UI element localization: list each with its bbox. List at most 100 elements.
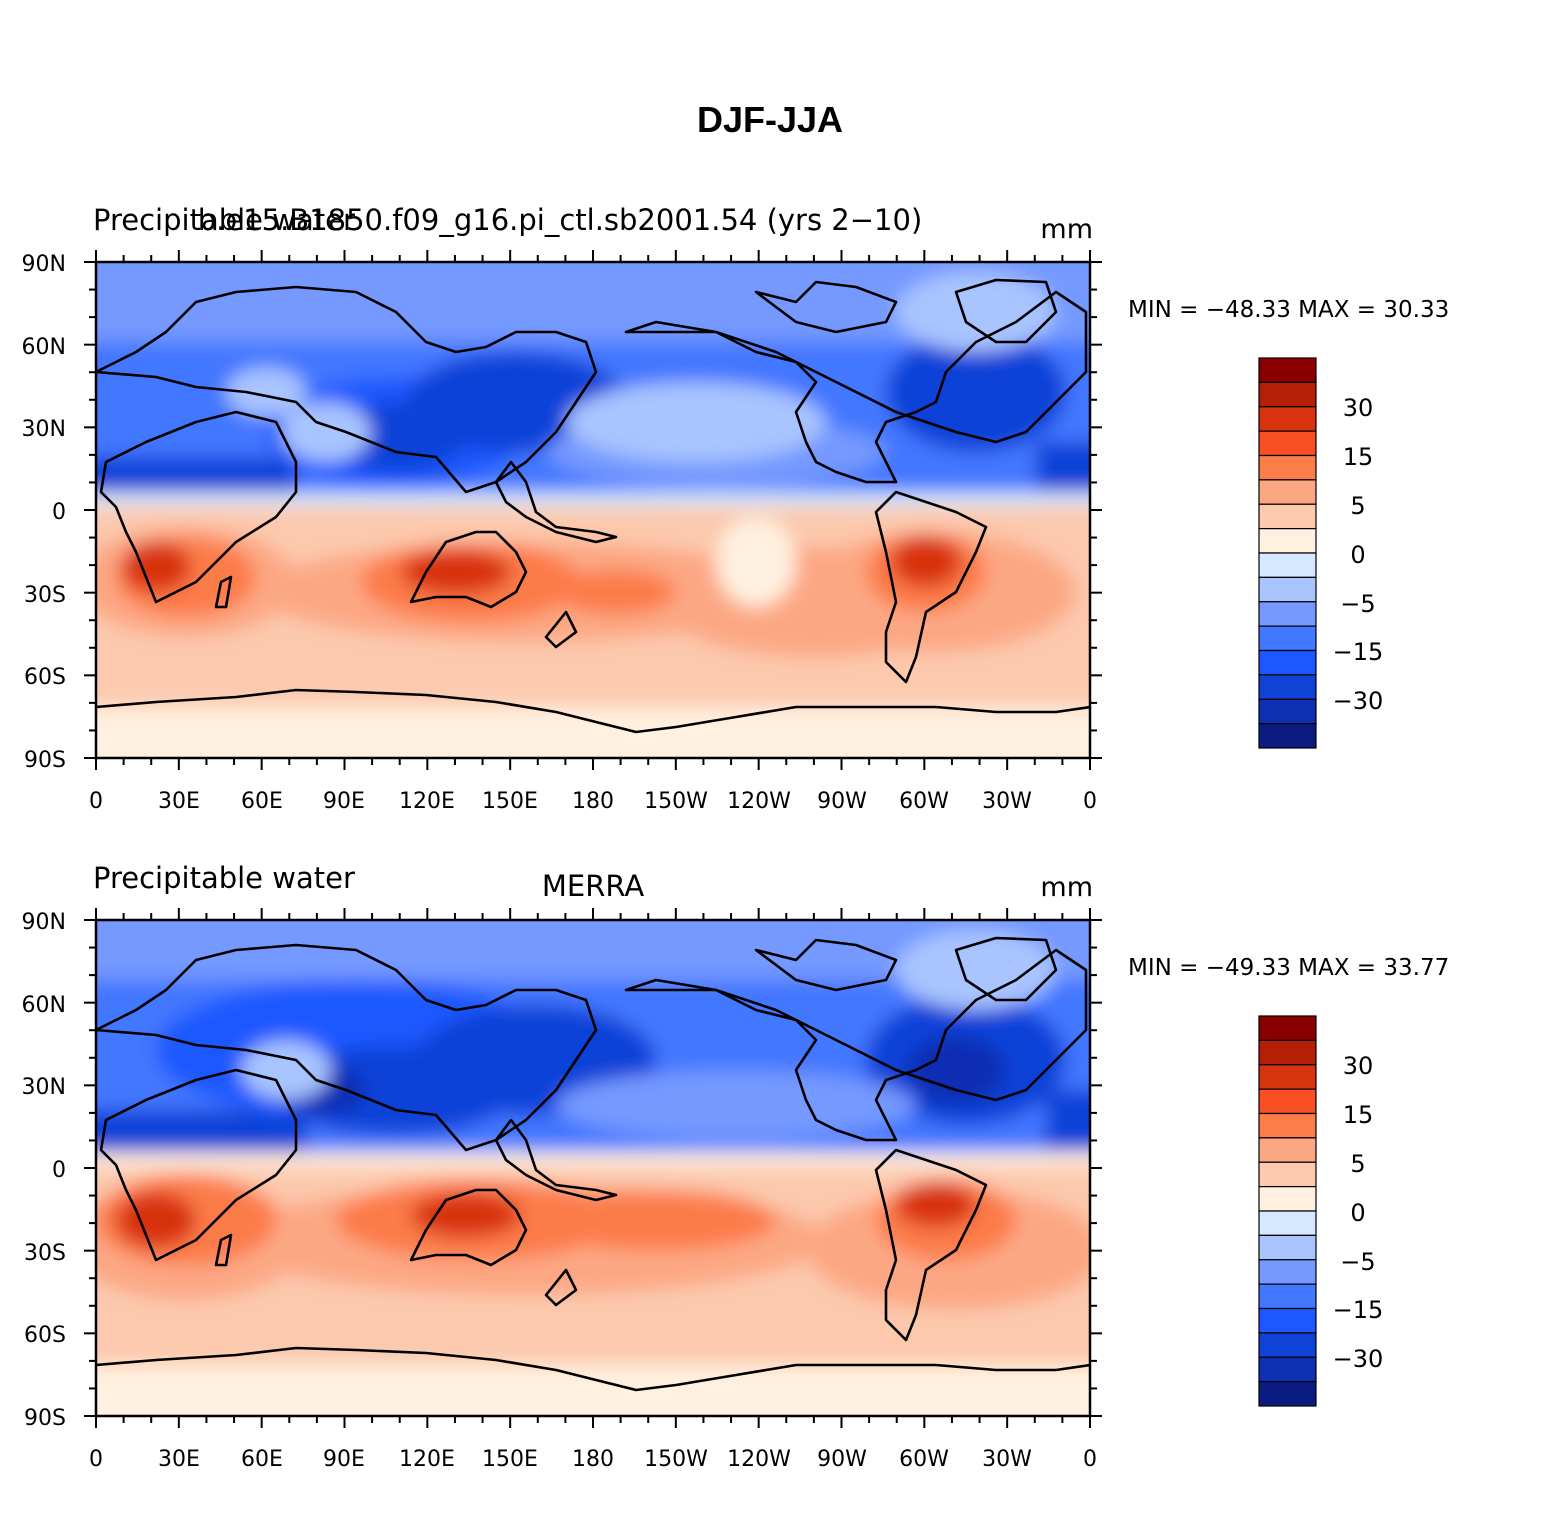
colorbar-label: 30 <box>1343 1052 1374 1080</box>
panel-units: mm <box>1040 872 1093 903</box>
colorbar-label: 5 <box>1350 1150 1365 1178</box>
colorbar-swatch <box>1258 552 1317 578</box>
contour-field <box>96 920 1090 1416</box>
colorbar-swatch <box>1258 479 1317 505</box>
colorbar-swatch <box>1258 1186 1317 1212</box>
lon-label: 0 <box>1083 1447 1097 1472</box>
colorbar-swatch <box>1258 576 1317 603</box>
colorbar-swatch <box>1258 503 1317 530</box>
colorbar-swatch <box>1258 1137 1317 1163</box>
lat-label: 0 <box>52 500 66 525</box>
figure-title: DJF-JJA <box>697 99 843 140</box>
colorbar-swatch <box>1258 723 1317 749</box>
lat-label: 30N <box>22 417 66 442</box>
lat-label: 60N <box>22 335 66 360</box>
lat-label: 90N <box>22 910 66 935</box>
panel-center-string: MERRA <box>542 869 644 903</box>
map-axis-ticks <box>84 250 1102 770</box>
colorbar-swatch <box>1258 430 1317 457</box>
map-plot-area <box>96 920 1090 1416</box>
lon-axis-labels: 0 30E 60E 90E 120E 150E 180 150W 120W 90… <box>89 1447 1097 1472</box>
colorbar-swatch <box>1258 698 1317 725</box>
lon-label: 60E <box>241 789 283 814</box>
lon-label: 60W <box>899 789 949 814</box>
colorbar-swatch <box>1258 1259 1317 1285</box>
colorbar: 30 15 5 0 −5 −15 −30 <box>1258 357 1384 749</box>
colorbar-swatch <box>1258 1161 1317 1188</box>
colorbar-swatch <box>1258 1015 1317 1041</box>
lat-label: 90N <box>22 252 66 277</box>
colorbar-swatch <box>1258 1088 1317 1115</box>
lon-label: 120W <box>727 1447 791 1472</box>
lon-label: 150W <box>644 789 708 814</box>
colorbar-swatch <box>1258 1332 1317 1358</box>
lon-label: 90E <box>323 1447 365 1472</box>
lon-label: 180 <box>572 789 614 814</box>
colorbar-label: 15 <box>1343 1101 1374 1129</box>
lat-label: 30S <box>24 1241 66 1266</box>
colorbar-swatch <box>1258 625 1317 652</box>
colorbar-swatch <box>1258 674 1317 700</box>
lat-label: 30S <box>24 583 66 608</box>
colorbar-swatch <box>1258 1356 1317 1383</box>
lat-label: 90S <box>24 1406 66 1431</box>
lon-label: 90E <box>323 789 365 814</box>
contour-field <box>96 262 1090 758</box>
lat-label: 60S <box>24 665 66 690</box>
panel-left-string: Precipitable water <box>93 861 355 895</box>
lon-label: 90W <box>817 789 867 814</box>
lon-label: 0 <box>89 1447 103 1472</box>
lon-label: 150W <box>644 1447 708 1472</box>
lon-label: 120E <box>399 789 455 814</box>
colorbar-label: −15 <box>1333 1296 1384 1324</box>
lon-label: 150E <box>482 1447 538 1472</box>
lat-label: 90S <box>24 748 66 773</box>
map-panel-obs: Precipitable water MERRA mm <box>22 861 1450 1472</box>
colorbar-label: 15 <box>1343 443 1374 471</box>
lon-label: 30E <box>158 789 200 814</box>
lon-label: 30W <box>982 1447 1032 1472</box>
lon-label: 60W <box>899 1447 949 1472</box>
colorbar-swatch <box>1258 1307 1317 1334</box>
colorbar-swatch <box>1258 1234 1317 1261</box>
lat-axis-labels: 90N 60N 30N 0 30S 60S 90S <box>22 910 66 1431</box>
colorbar-label: −15 <box>1333 638 1384 666</box>
colorbar-swatch <box>1258 357 1317 383</box>
colorbar-label: 0 <box>1350 1199 1365 1227</box>
colorbar-swatch <box>1258 1381 1317 1407</box>
colorbar-label: −30 <box>1333 1345 1384 1373</box>
lon-label: 150E <box>482 789 538 814</box>
map-plot-area <box>96 262 1090 758</box>
panel-units: mm <box>1040 214 1093 245</box>
panel-left-string: Precipitable water <box>93 203 355 237</box>
colorbar-label: 30 <box>1343 394 1374 422</box>
lon-label: 180 <box>572 1447 614 1472</box>
colorbar-swatch <box>1258 1112 1317 1139</box>
colorbar-swatch <box>1258 406 1317 432</box>
lon-label: 30W <box>982 789 1032 814</box>
colorbar-swatch <box>1258 1064 1317 1090</box>
map-axis-ticks <box>84 908 1102 1428</box>
coastlines <box>96 936 1090 1392</box>
lon-label: 0 <box>1083 789 1097 814</box>
colorbar-swatch <box>1258 1283 1317 1310</box>
lat-label: 60S <box>24 1323 66 1348</box>
colorbar-swatch <box>1258 1039 1317 1066</box>
coastlines <box>96 278 1090 734</box>
map-panel-model: Precipitable water b.e15.B1850.f09_g16.p… <box>22 203 1450 814</box>
colorbar: 30 15 5 0 −5 −15 −30 <box>1258 1015 1384 1407</box>
colorbar-swatch <box>1258 649 1317 676</box>
min-max-text: MIN = −48.33 MAX = 30.33 <box>1128 297 1449 323</box>
lon-label: 0 <box>89 789 103 814</box>
lat-label: 60N <box>22 993 66 1018</box>
colorbar-swatch <box>1258 454 1317 481</box>
colorbar-label: −5 <box>1340 1248 1375 1276</box>
lat-axis-labels: 90N 60N 30N 0 30S 60S 90S <box>22 252 66 773</box>
panel-center-string: b.e15.B1850.f09_g16.pi_ctl.sb2001.54 (yr… <box>198 203 923 237</box>
colorbar-label: −5 <box>1340 590 1375 618</box>
lon-axis-labels: 0 30E 60E 90E 120E 150E 180 150W 120W 90… <box>89 789 1097 814</box>
lat-label: 30N <box>22 1075 66 1100</box>
lon-label: 90W <box>817 1447 867 1472</box>
lon-label: 60E <box>241 1447 283 1472</box>
